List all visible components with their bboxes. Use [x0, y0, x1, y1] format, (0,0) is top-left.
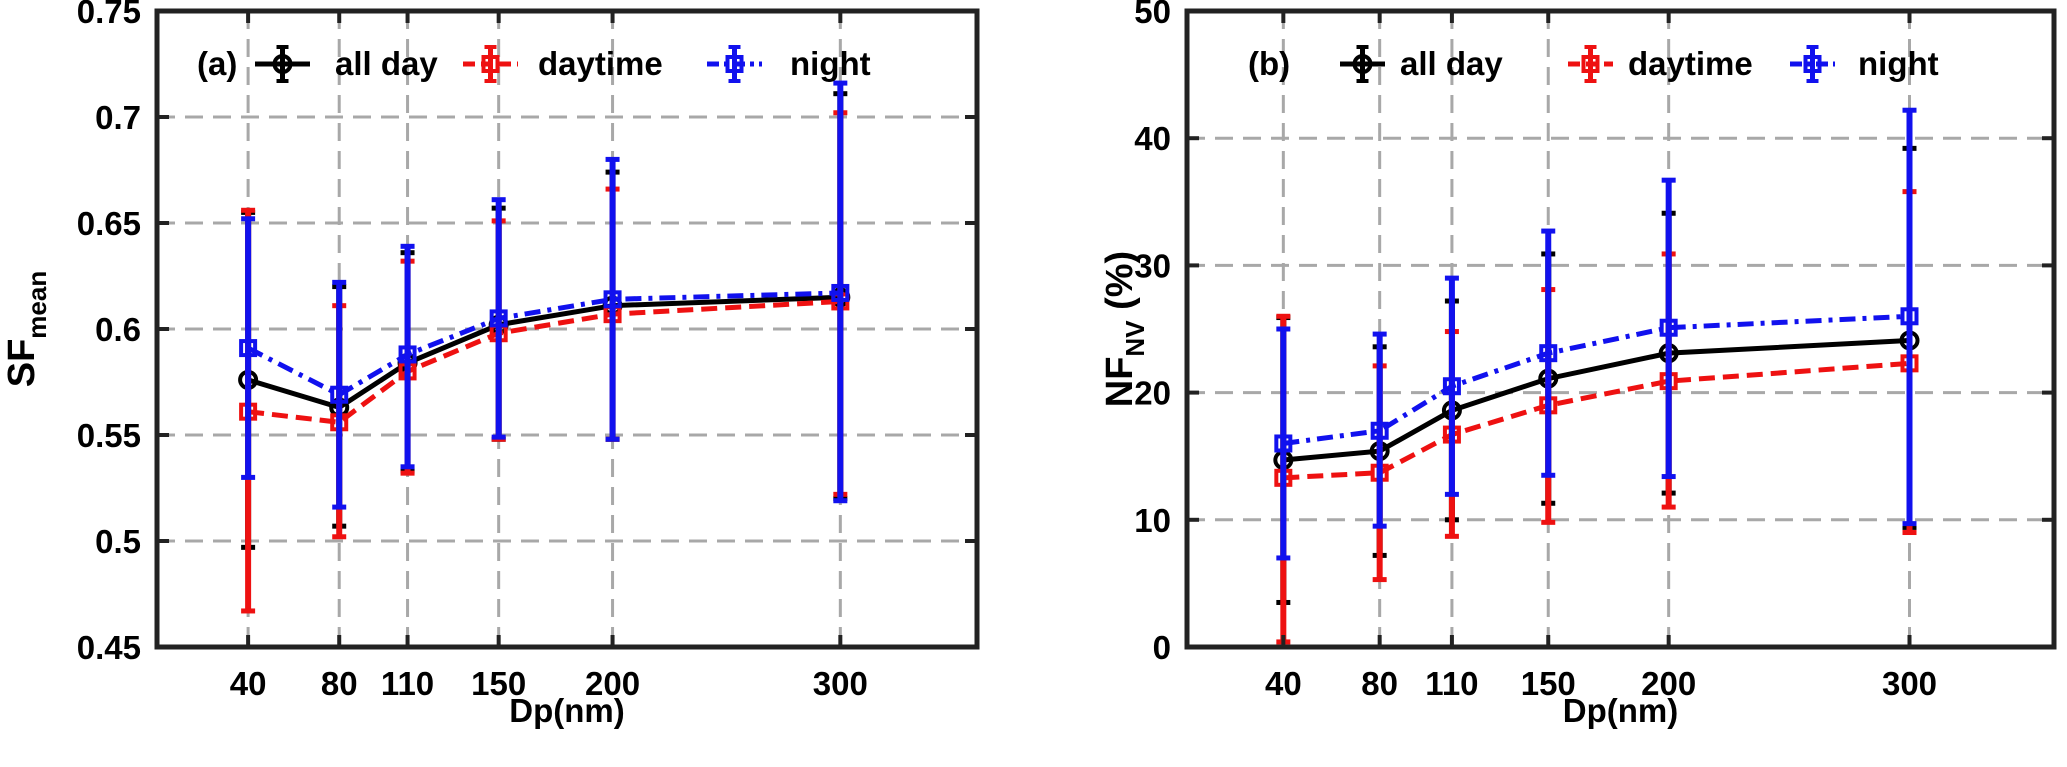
y-tick-label: 0.45	[77, 629, 141, 666]
legend-label: all day	[1400, 45, 1503, 82]
series-line	[246, 290, 841, 398]
axes-frame	[1184, 8, 2057, 650]
y-axis-label: SFmean	[1, 271, 52, 387]
data-point	[1539, 344, 1558, 363]
x-tick-label: 150	[1521, 665, 1576, 702]
x-tick-label: 200	[1641, 665, 1696, 702]
data-point	[330, 385, 349, 404]
data-point	[1659, 318, 1678, 337]
x-tick-label: 110	[381, 665, 434, 702]
series-all-day	[238, 91, 851, 550]
series-all-day	[1273, 145, 1920, 605]
y-tick-label: 10	[1134, 502, 1171, 539]
legend-item-night: night	[707, 45, 871, 83]
x-tick-label: 40	[230, 665, 267, 702]
data-point	[1370, 421, 1389, 440]
data-point	[239, 339, 258, 358]
x-tick-label: 80	[1361, 665, 1398, 702]
y-tick-label: 0.6	[95, 311, 141, 348]
panel-label: (a)	[197, 45, 237, 82]
series-daytime	[239, 110, 850, 614]
legend-label: daytime	[1628, 45, 1753, 82]
series-line	[1283, 313, 1910, 446]
chart-panel-a: 40 80 110 150 200 300 0.45 0.5 0.55 0.6 0.65 0.7 0.7…	[1, 0, 980, 729]
y-tick-label: 0	[1153, 629, 1171, 666]
data-point	[1442, 377, 1461, 396]
x-tick-label: 300	[1882, 665, 1937, 702]
y-axis-label-suffix: (%)	[1099, 251, 1141, 321]
y-tick-label: 40	[1134, 120, 1171, 157]
x-axis-label: Dp(nm)	[509, 692, 624, 729]
y-tick-label: 0.55	[77, 417, 141, 454]
legend-item-daytime: daytime	[463, 45, 663, 83]
chart-panel-b: 40 80 110 150 200 300 0 10 20 30 40 50 Dp(nm) NFNV (%…	[1099, 0, 2057, 729]
x-tick-label: 40	[1265, 665, 1302, 702]
x-tick-label: 200	[585, 665, 640, 702]
legend-item-daytime: daytime	[1568, 45, 1753, 83]
data-point	[489, 309, 508, 328]
x-tick-label: 80	[321, 665, 358, 702]
y-tick-label: 50	[1134, 0, 1171, 30]
y-axis-label-subscript: mean	[22, 271, 52, 339]
legend-label: daytime	[538, 45, 663, 82]
y-axis-label: NFNV (%)	[1099, 251, 1150, 407]
legend-label: night	[1858, 45, 1939, 82]
data-point	[1900, 307, 1919, 326]
panel-label: (b)	[1248, 45, 1290, 82]
legend-item-night: night	[1790, 45, 1939, 83]
y-tick-label: 0.5	[95, 523, 141, 560]
legend-marker	[725, 55, 744, 73]
data-point	[831, 283, 850, 302]
y-tick-label: 30	[1134, 247, 1171, 284]
data-point	[603, 290, 622, 309]
legend-marker	[272, 54, 293, 74]
x-tick-label: 110	[1425, 665, 1478, 702]
series-daytime	[1274, 189, 1919, 645]
series-night	[1274, 107, 1919, 561]
x-axis-label: Dp(nm)	[1563, 692, 1678, 729]
series-line	[247, 294, 841, 411]
legend-marker	[1352, 54, 1373, 74]
series-line	[1283, 337, 1910, 463]
legend-marker	[1581, 55, 1600, 73]
legend-marker	[481, 55, 500, 73]
legend-marker	[1803, 55, 1822, 73]
y-axis-label-main: NF	[1099, 357, 1141, 408]
y-axis-label-subscript: NV	[1120, 320, 1150, 357]
y-tick-label: 0.75	[77, 0, 141, 30]
y-tick-label: 20	[1134, 375, 1171, 412]
series-line	[1283, 360, 1910, 481]
legend-label: night	[790, 45, 871, 82]
y-tick-label: 0.65	[77, 205, 141, 242]
series-line	[247, 298, 841, 425]
y-axis-label-main: SF	[1, 339, 43, 388]
y-tick-label: 0.7	[95, 99, 141, 136]
x-tick-label: 150	[471, 665, 526, 702]
data-point	[1274, 434, 1293, 453]
series-night	[239, 80, 850, 510]
data-point	[398, 345, 417, 364]
legend-item-all-day: all day	[255, 45, 438, 83]
legend-label: all day	[335, 45, 438, 82]
legend-item-all-day: all day	[1340, 45, 1503, 83]
x-tick-label: 300	[813, 665, 868, 702]
